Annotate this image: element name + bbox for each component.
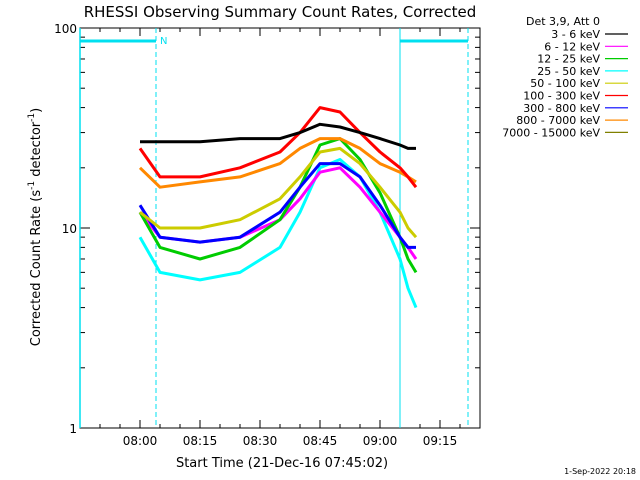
legend-label: 7000 - 15000 keV [502,126,600,139]
x-tick-label: 09:00 [363,434,398,448]
legend-label: 800 - 7000 keV [516,114,600,127]
night-marker: N [160,36,167,47]
legend-label: 3 - 6 keV [551,28,600,41]
series-line [138,137,417,189]
plot-area: 1 10 100 08:00 08:15 08:30 08:45 09:00 09:15 N [54,22,481,448]
legend-label: 25 - 50 keV [537,65,600,78]
legend-title: Det 3,9, Att 0 [526,15,600,28]
series-line [140,122,416,150]
y-tick-label: 100 [54,22,77,36]
y-axis-label: Corrected Count Rate (s-1 detector-1) [27,108,44,346]
chart-title: RHESSI Observing Summary Count Rates, Co… [84,3,477,21]
x-tick-label: 09:15 [423,434,458,448]
timestamp: 1-Sep-2022 20:18 [564,467,636,476]
x-tick-label: 08:45 [303,434,338,448]
x-tick-label: 08:00 [123,434,158,448]
legend-label: 100 - 300 keV [523,90,600,103]
series-line [138,158,418,309]
series-line [138,162,416,249]
x-axis-label: Start Time (21-Dec-16 07:45:02) [176,456,388,471]
y-tick-label: 10 [62,222,77,236]
series-line [138,106,418,189]
legend-label: 300 - 800 keV [523,102,600,115]
legend-label: 12 - 25 keV [537,53,600,66]
legend-label: 50 - 100 keV [530,77,600,90]
legend-label: 6 - 12 keV [544,40,600,53]
x-tick-label: 08:30 [243,434,278,448]
y-tick-label: 1 [69,422,77,436]
series-line [139,146,418,239]
plot-frame [79,27,481,429]
x-tick-label: 08:15 [183,434,218,448]
